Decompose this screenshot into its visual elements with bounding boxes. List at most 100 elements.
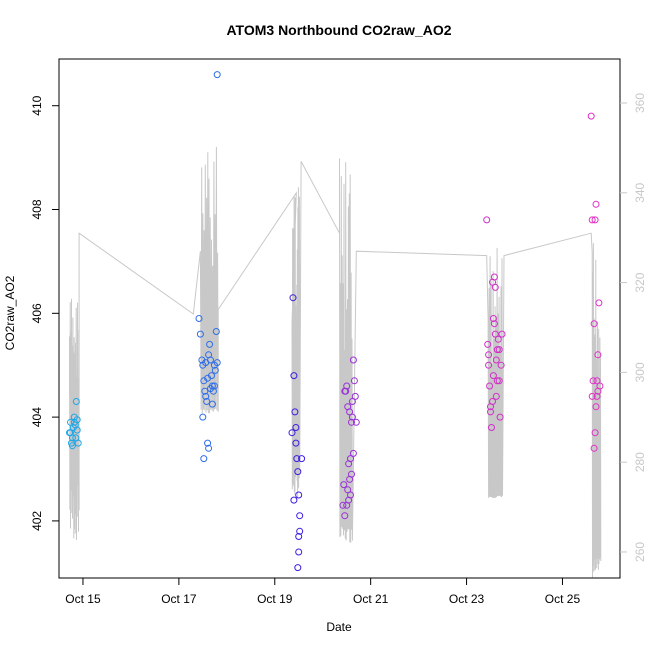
data-point — [491, 330, 499, 338]
data-point — [591, 429, 599, 437]
data-point — [212, 328, 220, 335]
data-point — [298, 455, 306, 463]
data-point — [294, 564, 302, 572]
y2-tick-label: 320 — [633, 272, 647, 292]
data-point — [348, 418, 355, 426]
data-point — [483, 216, 491, 224]
data-point — [588, 216, 596, 224]
data-point — [491, 283, 499, 291]
data-point — [489, 315, 497, 322]
data-point — [592, 403, 600, 411]
y-tick-label: 404 — [30, 407, 44, 427]
y2-tick-label: 260 — [633, 542, 647, 562]
x-tick-label: Oct 15 — [65, 592, 101, 606]
x-axis-label: Date — [326, 620, 352, 634]
data-point — [292, 424, 300, 431]
data-point — [352, 418, 360, 426]
data-point — [288, 429, 296, 437]
x-tick-label: Oct 19 — [257, 592, 293, 606]
data-point — [73, 416, 81, 424]
data-point — [343, 501, 351, 509]
data-point — [594, 351, 602, 359]
data-point — [344, 486, 352, 494]
data-point — [595, 299, 603, 307]
data-point — [497, 361, 505, 369]
data-point — [493, 377, 501, 385]
data-point — [493, 346, 501, 354]
data-point — [346, 408, 354, 416]
data-point — [590, 444, 598, 452]
data-point — [202, 392, 210, 400]
data-point — [290, 496, 298, 504]
data-point — [348, 398, 356, 405]
y-tick-label: 410 — [30, 95, 44, 115]
data-point — [202, 359, 210, 367]
data-point — [73, 426, 81, 434]
data-point — [587, 112, 595, 120]
y2-tick-label: 360 — [633, 93, 647, 113]
data-point — [200, 455, 208, 463]
data-point — [292, 439, 300, 447]
x-tick-label: Oct 25 — [545, 592, 581, 606]
data-point — [348, 413, 356, 421]
data-point — [199, 413, 207, 421]
y2-tick-label: 280 — [633, 452, 647, 472]
data-point — [203, 398, 211, 405]
data-point — [494, 335, 502, 343]
data-point — [195, 315, 203, 322]
data-point — [492, 356, 500, 364]
chart-title: ATOM3 Northbound CO2raw_AO2 — [226, 22, 451, 38]
y-axis: 402 404 406 408 410 — [30, 95, 59, 531]
data-point — [213, 359, 221, 367]
data-point — [490, 320, 498, 328]
data-point — [68, 442, 76, 450]
y-tick-label: 402 — [30, 511, 44, 531]
data-point — [341, 387, 349, 395]
data-point — [339, 501, 347, 509]
x-tick-label: Oct 17 — [161, 592, 197, 606]
data-point — [489, 398, 496, 405]
data-point — [211, 366, 219, 374]
data-point — [498, 330, 506, 338]
x-tick-label: Oct 21 — [353, 592, 389, 606]
data-point — [484, 340, 492, 348]
data-point — [588, 392, 596, 400]
data-point — [295, 533, 303, 540]
data-point — [495, 377, 503, 385]
data-point — [290, 372, 298, 380]
data-point — [496, 413, 504, 421]
data-point — [350, 377, 358, 385]
x-axis: Oct 15 Oct 17 Oct 19 Oct 21 Oct 23 Oct 25 — [65, 578, 580, 606]
data-point — [351, 392, 359, 400]
data-point — [349, 449, 357, 457]
data-point — [486, 382, 494, 390]
data-point — [487, 408, 494, 416]
data-point — [296, 512, 304, 520]
data-point — [204, 374, 212, 382]
data-point — [205, 444, 213, 452]
points-layer — [66, 71, 604, 572]
data-point — [293, 455, 301, 463]
data-point — [72, 434, 80, 442]
data-point — [593, 392, 601, 400]
data-point — [347, 455, 354, 463]
data-point — [348, 470, 355, 478]
data-point — [205, 351, 213, 359]
data-point — [67, 429, 74, 437]
y-axis-label: CO2raw_AO2 — [3, 275, 17, 350]
data-point — [295, 548, 303, 556]
data-point — [294, 468, 302, 476]
y2-tick-label: 300 — [633, 362, 647, 382]
data-point — [208, 400, 216, 408]
y2-tick-label: 340 — [633, 182, 647, 202]
y2-axis: 260 280 300 320 340 360 — [620, 93, 647, 562]
data-point — [72, 398, 80, 405]
data-point — [201, 387, 209, 395]
data-point — [495, 346, 503, 354]
data-point — [296, 527, 304, 535]
data-point — [488, 424, 495, 431]
data-point — [295, 491, 303, 499]
data-point — [592, 200, 600, 208]
